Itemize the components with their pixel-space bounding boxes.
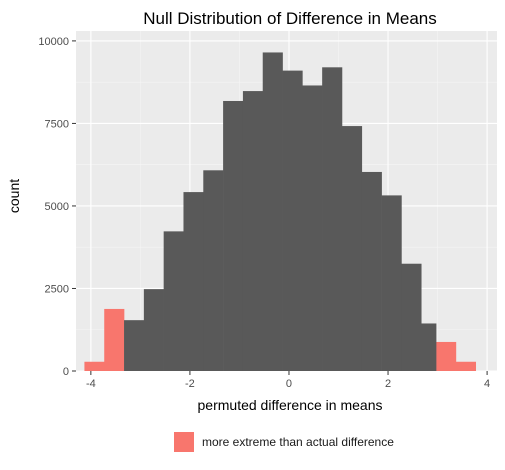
x-axis-label: permuted difference in means — [198, 397, 383, 413]
bar-normal — [361, 171, 382, 371]
y-tick-label: 10000 — [38, 36, 69, 48]
y-tick-label: 0 — [63, 366, 69, 378]
bars-group — [84, 52, 477, 372]
bar-extreme — [84, 361, 105, 371]
bar-normal — [322, 67, 343, 372]
y-axis-label: count — [6, 179, 22, 213]
bar-normal — [421, 323, 437, 371]
bar-normal — [401, 263, 422, 371]
x-tick-label: -2 — [185, 378, 195, 390]
legend: more extreme than actual difference — [174, 432, 394, 452]
x-tick-label: 2 — [385, 378, 391, 390]
bar-normal — [302, 85, 323, 372]
bar-normal — [262, 52, 283, 372]
bar-normal — [223, 100, 244, 371]
legend-label: more extreme than actual difference — [202, 435, 394, 449]
bar-extreme — [455, 361, 477, 371]
bar-extreme — [436, 341, 457, 371]
bar-normal — [124, 320, 145, 371]
chart-title: Null Distribution of Difference in Means — [143, 9, 437, 28]
bar-normal — [341, 126, 363, 371]
bar-normal — [183, 192, 204, 371]
bar-normal — [143, 289, 164, 371]
bar-normal — [282, 70, 303, 372]
y-tick-label: 7500 — [45, 118, 69, 130]
legend-key-extreme — [174, 432, 194, 452]
axes-group: -4 -2 0 2 4 0 2500 5000 7500 10000 — [38, 36, 490, 390]
x-tick-label: 0 — [286, 378, 292, 390]
y-tick-label: 2500 — [45, 283, 69, 295]
bar-normal — [163, 231, 184, 371]
bar-extreme — [104, 308, 125, 371]
bar-normal — [381, 195, 402, 371]
y-tick-label: 5000 — [45, 201, 69, 213]
x-tick-label: 4 — [484, 378, 490, 390]
bar-normal — [242, 91, 264, 371]
bar-normal — [203, 170, 224, 371]
x-tick-label: -4 — [86, 378, 96, 390]
